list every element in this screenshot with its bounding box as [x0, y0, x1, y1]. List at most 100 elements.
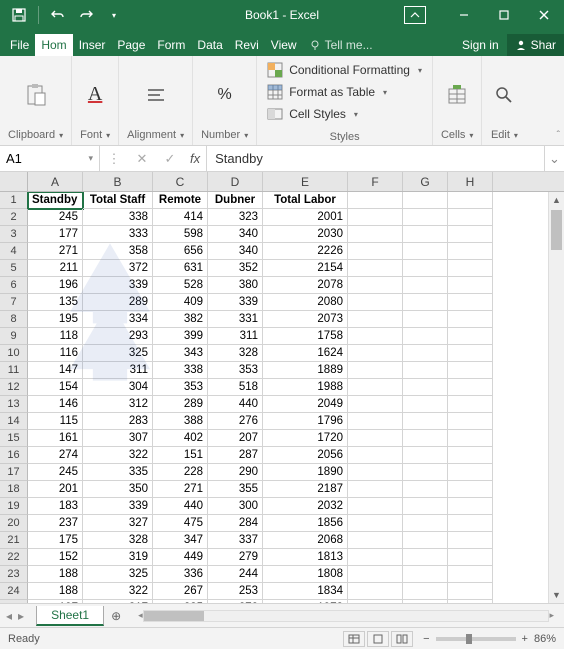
- collapse-ribbon-icon[interactable]: ˆ: [557, 130, 560, 141]
- zoom-out-button[interactable]: −: [423, 633, 429, 645]
- cell[interactable]: 211: [28, 260, 83, 277]
- column-header[interactable]: F: [348, 172, 403, 191]
- cell[interactable]: 338: [83, 209, 153, 226]
- row-header[interactable]: 5: [0, 260, 28, 277]
- row-header[interactable]: 23: [0, 566, 28, 583]
- cell[interactable]: 631: [153, 260, 208, 277]
- cell[interactable]: 175: [28, 532, 83, 549]
- cell[interactable]: 1856: [263, 515, 348, 532]
- row-header[interactable]: 3: [0, 226, 28, 243]
- maximize-button[interactable]: [484, 0, 524, 30]
- cell[interactable]: 325: [83, 345, 153, 362]
- cell[interactable]: 414: [153, 209, 208, 226]
- cell[interactable]: 2187: [263, 481, 348, 498]
- page-layout-view-button[interactable]: [367, 631, 389, 647]
- cell[interactable]: 334: [83, 311, 153, 328]
- cell[interactable]: 528: [153, 277, 208, 294]
- row-header[interactable]: 2: [0, 209, 28, 226]
- expand-formula-bar-icon[interactable]: ⌄: [544, 146, 564, 171]
- cell[interactable]: [348, 277, 403, 294]
- cell[interactable]: [348, 396, 403, 413]
- cell[interactable]: 2032: [263, 498, 348, 515]
- cell[interactable]: 135: [28, 294, 83, 311]
- editing-label[interactable]: Edit: [491, 129, 518, 143]
- cell[interactable]: [403, 328, 448, 345]
- cell[interactable]: 331: [208, 311, 263, 328]
- editing-icon[interactable]: [490, 81, 518, 109]
- cell[interactable]: 343: [153, 345, 208, 362]
- cell[interactable]: [448, 345, 493, 362]
- cell[interactable]: 475: [153, 515, 208, 532]
- column-header[interactable]: E: [263, 172, 348, 191]
- cell[interactable]: 340: [208, 243, 263, 260]
- tab-data[interactable]: Data: [191, 34, 228, 56]
- cell[interactable]: [403, 498, 448, 515]
- sheet-body[interactable]: 1StandbyTotal StaffRemoteDubnerTotal Lab…: [0, 192, 564, 603]
- tab-file[interactable]: File: [4, 34, 35, 56]
- cell[interactable]: 336: [153, 566, 208, 583]
- cell[interactable]: 440: [153, 498, 208, 515]
- row-header[interactable]: 24: [0, 583, 28, 600]
- sheet-nav-buttons[interactable]: ◂▸: [0, 609, 30, 623]
- cell[interactable]: 339: [208, 294, 263, 311]
- cell[interactable]: 235: [153, 600, 208, 603]
- format-as-table-button[interactable]: Format as Table▾: [267, 82, 387, 102]
- cell[interactable]: [403, 549, 448, 566]
- zoom-in-button[interactable]: +: [522, 633, 528, 645]
- cell[interactable]: 1890: [263, 464, 348, 481]
- cell[interactable]: 656: [153, 243, 208, 260]
- cell[interactable]: 188: [28, 566, 83, 583]
- cell[interactable]: 347: [153, 532, 208, 549]
- cell[interactable]: 1988: [263, 379, 348, 396]
- cell[interactable]: 358: [83, 243, 153, 260]
- cell[interactable]: 161: [28, 430, 83, 447]
- cell[interactable]: 287: [208, 447, 263, 464]
- row-header[interactable]: 6: [0, 277, 28, 294]
- scroll-up-icon[interactable]: ▲: [549, 192, 564, 208]
- cell[interactable]: 338: [153, 362, 208, 379]
- cell[interactable]: 1834: [263, 583, 348, 600]
- cell[interactable]: 146: [28, 396, 83, 413]
- cell-styles-button[interactable]: Cell Styles▾: [267, 104, 358, 124]
- cell[interactable]: 276: [208, 413, 263, 430]
- cell[interactable]: [348, 532, 403, 549]
- cell[interactable]: 2080: [263, 294, 348, 311]
- column-header[interactable]: A: [28, 172, 83, 191]
- cell[interactable]: [448, 192, 493, 209]
- cell[interactable]: 2078: [263, 277, 348, 294]
- page-break-view-button[interactable]: [391, 631, 413, 647]
- cell[interactable]: [403, 311, 448, 328]
- cell[interactable]: 196: [28, 277, 83, 294]
- cell[interactable]: 152: [28, 549, 83, 566]
- cell[interactable]: 2001: [263, 209, 348, 226]
- cell[interactable]: 2073: [263, 311, 348, 328]
- cell[interactable]: 237: [28, 515, 83, 532]
- cell[interactable]: 388: [153, 413, 208, 430]
- cell[interactable]: 323: [208, 209, 263, 226]
- cell[interactable]: [448, 600, 493, 603]
- minimize-button[interactable]: [444, 0, 484, 30]
- cell[interactable]: [448, 328, 493, 345]
- cell[interactable]: 151: [153, 447, 208, 464]
- cell[interactable]: 372: [83, 260, 153, 277]
- cell[interactable]: 1624: [263, 345, 348, 362]
- cell[interactable]: 353: [153, 379, 208, 396]
- cell[interactable]: [448, 226, 493, 243]
- cell[interactable]: 328: [208, 345, 263, 362]
- cell[interactable]: [348, 362, 403, 379]
- cell[interactable]: 289: [83, 294, 153, 311]
- cell[interactable]: [403, 260, 448, 277]
- ribbon-display-icon[interactable]: [404, 6, 426, 24]
- cell[interactable]: 319: [83, 549, 153, 566]
- conditional-formatting-button[interactable]: Conditional Formatting▾: [267, 60, 422, 80]
- name-box[interactable]: A1 ▾: [0, 146, 100, 171]
- cell[interactable]: 300: [208, 498, 263, 515]
- cell[interactable]: [448, 379, 493, 396]
- row-header[interactable]: 7: [0, 294, 28, 311]
- cell[interactable]: 382: [153, 311, 208, 328]
- font-label[interactable]: Font: [80, 129, 110, 143]
- cell[interactable]: [448, 549, 493, 566]
- row-header[interactable]: 18: [0, 481, 28, 498]
- row-header[interactable]: 15: [0, 430, 28, 447]
- column-header[interactable]: C: [153, 172, 208, 191]
